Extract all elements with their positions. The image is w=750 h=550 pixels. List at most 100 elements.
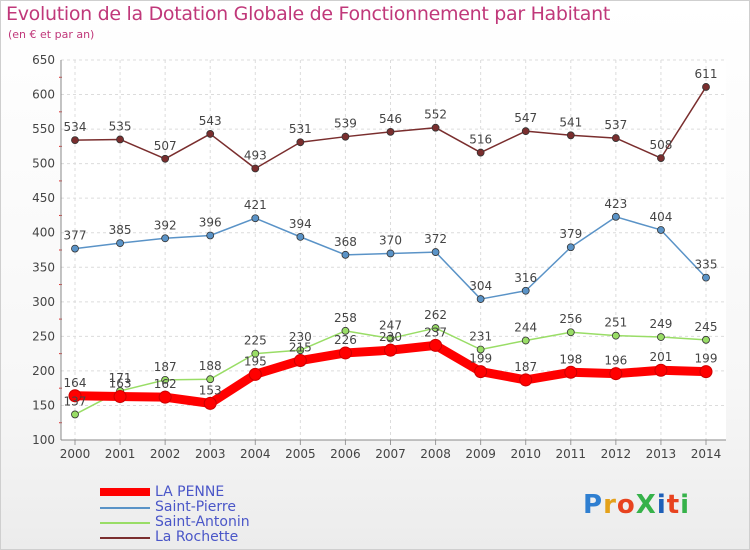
data-point-la-rochette (251, 164, 260, 173)
data-label-la-penne: 164 (64, 376, 87, 390)
data-label-la-penne: 153 (199, 383, 222, 397)
data-label-la-rochette: 552 (424, 108, 447, 122)
data-point-saint-pierre (161, 234, 170, 243)
data-point-saint-pierre (566, 243, 575, 252)
data-label-saint-antonin: 171 (109, 371, 132, 385)
data-point-la-rochette (566, 131, 575, 140)
data-label-la-rochette: 534 (64, 120, 87, 134)
data-point-saint-pierre (657, 226, 665, 234)
legend-label: Saint-Antonin (155, 514, 250, 530)
data-point-saint-antonin (341, 326, 350, 335)
data-point-la-penne (113, 389, 127, 403)
data-point-saint-pierre (702, 273, 710, 282)
data-label-saint-antonin: 244 (514, 321, 537, 335)
data-label-saint-pierre: 379 (559, 227, 582, 241)
data-label-saint-antonin: 262 (424, 308, 447, 322)
data-point-saint-pierre (71, 244, 79, 253)
data-point-saint-antonin (521, 336, 530, 345)
data-point-la-penne (519, 373, 533, 387)
data-label-saint-pierre: 304 (469, 279, 492, 293)
data-label-saint-pierre: 396 (199, 215, 222, 229)
data-label-la-rochette: 516 (469, 133, 492, 147)
data-label-la-penne: 199 (469, 352, 492, 366)
y-tick-label: 650 (32, 53, 55, 67)
data-label-saint-pierre: 370 (379, 233, 402, 247)
data-point-la-rochette (476, 148, 485, 157)
data-point-saint-pierre (611, 212, 620, 221)
data-point-saint-antonin (476, 345, 485, 354)
data-label-saint-pierre: 385 (109, 223, 132, 237)
data-point-saint-antonin (431, 324, 440, 332)
x-tick-label: 2011 (556, 447, 587, 461)
x-tick-label: 2003 (195, 447, 226, 461)
data-point-la-rochette (611, 134, 620, 142)
x-tick-label: 2004 (240, 447, 271, 461)
legend-label: Saint-Pierre (155, 499, 236, 515)
y-tick-label: 150 (32, 398, 55, 412)
x-tick-label: 2007 (375, 447, 406, 461)
data-label-saint-antonin: 187 (154, 360, 177, 374)
chart-subtitle: (en € et par an) (8, 28, 95, 41)
proxiti-logo: ProXiti (583, 490, 691, 520)
y-tick-label: 400 (32, 226, 55, 240)
data-label-la-penne: 196 (604, 354, 627, 368)
data-label-la-rochette: 539 (334, 117, 357, 131)
data-point-saint-antonin (71, 410, 79, 419)
data-label-saint-pierre: 335 (695, 258, 718, 272)
data-point-la-rochette (296, 138, 305, 147)
data-label-la-rochette: 493 (244, 148, 267, 162)
data-point-la-penne (293, 354, 307, 368)
x-tick-label: 2009 (465, 447, 496, 461)
data-point-la-penne (609, 367, 623, 381)
data-label-saint-pierre: 377 (64, 229, 87, 243)
data-label-saint-antonin: 225 (244, 334, 267, 348)
data-label-la-penne: 215 (289, 341, 312, 355)
x-tick-label: 2008 (420, 447, 451, 461)
y-tick-label: 200 (32, 364, 55, 378)
data-label-saint-antonin: 258 (334, 311, 357, 325)
data-point-saint-antonin (566, 328, 575, 337)
data-label-la-penne: 237 (424, 325, 447, 339)
data-point-la-rochette (341, 132, 350, 141)
y-tick-label: 600 (32, 88, 55, 102)
data-point-saint-antonin (657, 333, 665, 341)
legend-label: La Rochette (155, 529, 239, 545)
data-point-saint-antonin (161, 375, 170, 384)
data-point-la-rochette (386, 127, 395, 136)
data-label-la-rochette: 535 (109, 119, 132, 133)
data-point-saint-antonin (386, 334, 395, 343)
data-label-saint-antonin: 256 (559, 312, 582, 326)
data-label-la-rochette: 543 (199, 114, 222, 128)
data-point-saint-antonin (251, 349, 260, 358)
data-point-la-penne (654, 363, 668, 377)
data-point-la-rochette (206, 130, 215, 138)
data-label-la-rochette: 507 (154, 139, 177, 153)
data-label-la-rochette: 537 (604, 118, 627, 132)
data-point-saint-pierre (251, 214, 260, 223)
data-label-la-rochette: 531 (289, 122, 312, 136)
data-label-la-rochette: 508 (649, 138, 672, 152)
data-label-la-penne: 195 (244, 354, 267, 368)
legend-swatch-saint-pierre (100, 507, 150, 509)
data-point-saint-pierre (386, 249, 395, 258)
data-point-saint-pierre (431, 248, 440, 256)
data-point-la-penne (68, 389, 82, 403)
data-point-la-rochette (71, 136, 79, 145)
data-label-saint-pierre: 368 (334, 235, 357, 249)
x-tick-label: 2014 (691, 447, 722, 461)
y-tick-label: 500 (32, 157, 55, 171)
legend-swatch-la-rochette (100, 537, 150, 539)
data-label-la-rochette: 546 (379, 112, 402, 126)
data-label-saint-antonin: 137 (64, 394, 87, 408)
data-point-la-penne (338, 346, 352, 360)
data-point-la-penne (474, 365, 488, 379)
data-label-la-penne: 162 (154, 377, 177, 391)
data-label-la-penne: 199 (695, 352, 718, 366)
data-label-saint-antonin: 231 (469, 329, 492, 343)
data-label-saint-pierre: 404 (649, 210, 672, 224)
data-point-la-penne (699, 365, 713, 379)
data-point-saint-antonin (206, 375, 215, 384)
data-label-saint-pierre: 421 (244, 198, 267, 212)
y-tick-label: 300 (32, 295, 55, 309)
